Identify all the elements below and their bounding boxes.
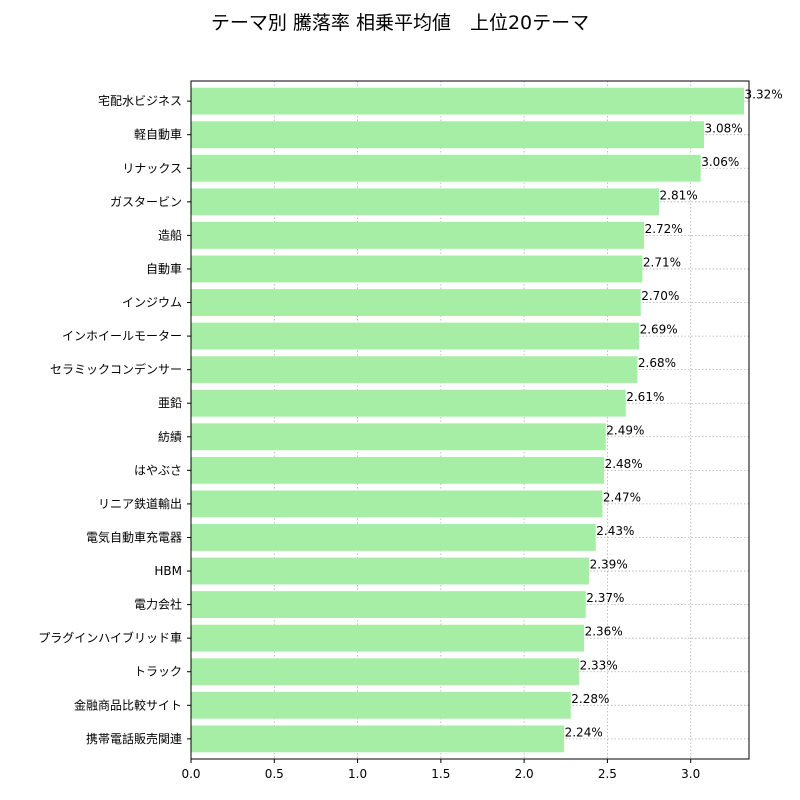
bar — [191, 121, 705, 149]
category-label: 紡績 — [158, 429, 182, 444]
category-label: 金融商品比較サイト — [74, 697, 182, 712]
data-label: 3.08% — [705, 121, 743, 135]
category-label: ガスタービン — [110, 195, 182, 209]
category-label: 電力会社 — [134, 597, 182, 612]
data-labels: 3.32% 3.08% 3.06% 2.81% 2.72% 2.71% 2.70% 2.69%… — [565, 88, 783, 740]
bar — [191, 289, 641, 316]
data-label: 2.36% — [585, 625, 623, 639]
bar — [191, 490, 603, 518]
y-axis: 宅配水ビジネス軽自動車リナックスガスタービン造船自動車インジウムインホイールモー… — [38, 93, 191, 746]
x-tick-label: 2.5 — [598, 767, 617, 781]
bar — [191, 154, 701, 182]
data-label: 2.61% — [626, 390, 664, 404]
data-label: 2.49% — [606, 423, 644, 437]
data-label: 2.70% — [641, 289, 679, 303]
bar — [191, 322, 640, 350]
category-label: リナックス — [122, 161, 182, 175]
data-label: 2.72% — [645, 222, 683, 236]
data-label: 2.81% — [660, 188, 698, 202]
bar — [191, 356, 638, 384]
bar — [191, 456, 605, 484]
data-label: 2.47% — [603, 490, 641, 504]
bar — [191, 188, 660, 216]
category-label: リニア鉄道輸出 — [98, 496, 182, 511]
category-label: 亜鉛 — [158, 396, 182, 410]
data-label: 2.69% — [640, 323, 678, 337]
x-tick-label: 0.5 — [265, 767, 284, 781]
bar — [191, 591, 586, 619]
bar — [191, 658, 580, 686]
bar — [191, 255, 643, 283]
bar — [191, 423, 606, 451]
data-label: 2.37% — [586, 591, 624, 605]
x-tick-label: 0.0 — [181, 767, 200, 781]
category-label: 宅配水ビジネス — [98, 93, 182, 108]
data-label: 2.28% — [571, 692, 609, 706]
category-label: HBM — [154, 564, 182, 578]
bars — [191, 87, 745, 753]
data-label: 2.43% — [596, 524, 634, 538]
bar — [191, 221, 645, 249]
data-label: 2.68% — [638, 356, 676, 370]
category-label: 携帯電話販売関連 — [86, 731, 182, 746]
bar — [191, 725, 565, 753]
category-label: はやぶさ — [134, 463, 182, 477]
x-tick-label: 1.5 — [431, 767, 450, 781]
x-tick-label: 2.0 — [515, 767, 534, 781]
data-label: 2.48% — [605, 457, 643, 471]
category-label: プラグインハイブリッド車 — [38, 630, 182, 645]
bar — [191, 624, 585, 652]
category-label: インジウム — [122, 296, 182, 310]
category-label: インホイールモーター — [62, 329, 182, 343]
category-label: トラック — [134, 665, 182, 679]
x-axis: 0.0 0.5 1.0 1.5 2.0 2.5 3.0 — [181, 759, 700, 781]
x-tick-label: 1.0 — [348, 767, 367, 781]
x-tick-label: 3.0 — [681, 767, 700, 781]
category-label: セラミックコンデンサー — [50, 362, 182, 377]
chart-title: テーマ別 騰落率 相乗平均値 上位20テーマ — [211, 12, 589, 34]
bar — [191, 557, 590, 585]
category-label: 電気自動車充電器 — [86, 529, 182, 544]
data-label: 2.24% — [565, 725, 603, 739]
bar — [191, 691, 571, 719]
data-label: 3.32% — [745, 88, 783, 102]
category-label: 造船 — [158, 228, 182, 242]
category-label: 自動車 — [146, 262, 182, 276]
data-label: 2.39% — [590, 558, 628, 572]
bar — [191, 389, 626, 417]
grid-lines — [190, 81, 749, 759]
data-label: 3.06% — [701, 155, 739, 169]
category-label: 軽自動車 — [134, 128, 182, 142]
data-label: 2.71% — [643, 256, 681, 270]
axes-frame — [190, 80, 750, 760]
bar — [191, 524, 596, 551]
data-label: 2.33% — [580, 658, 618, 672]
bar — [191, 87, 745, 115]
